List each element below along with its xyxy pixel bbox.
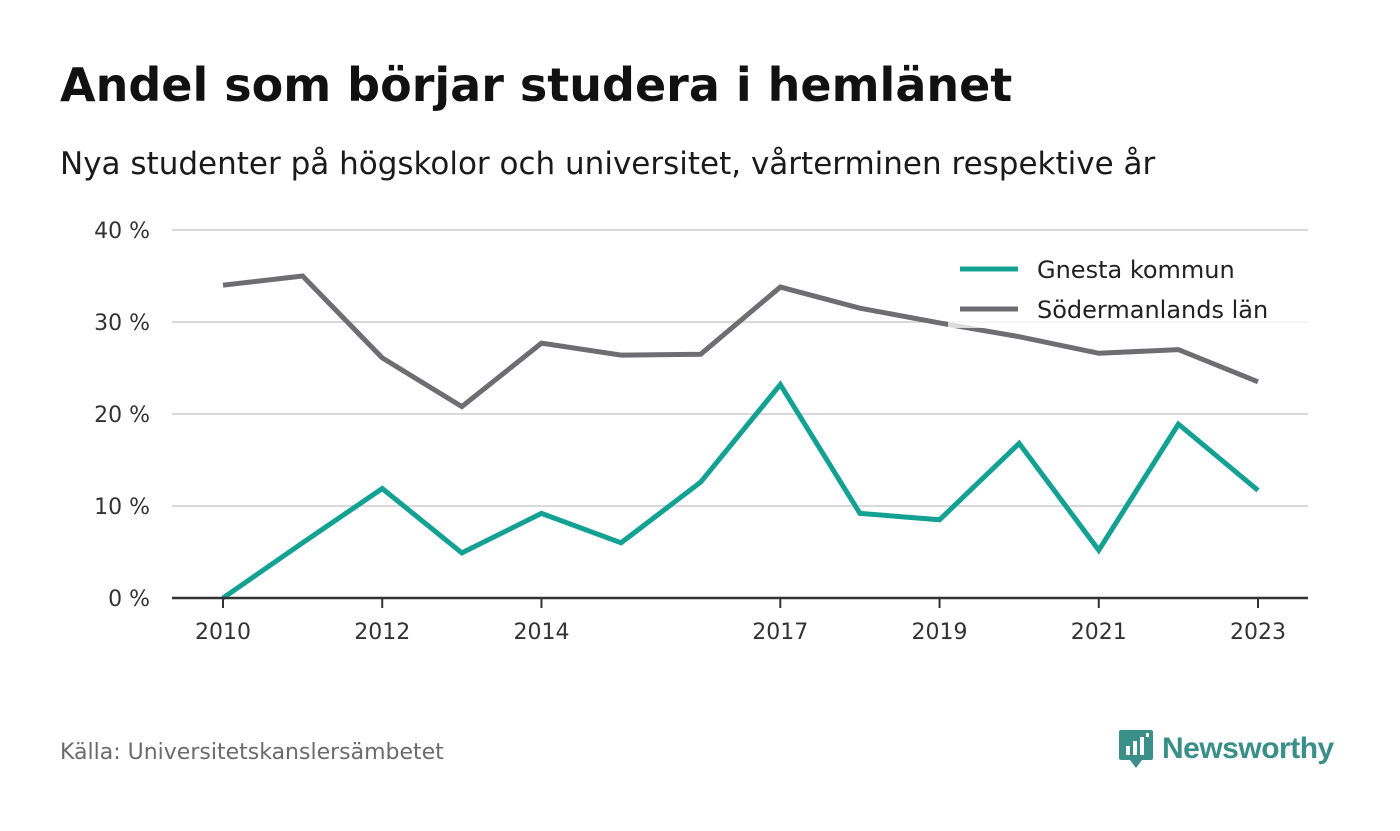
legend: Gnesta kommun Södermanlands län [948,246,1310,328]
series-line-sodermanland [222,273,1259,410]
chart-title: Andel som börjar studera i hemlänet [60,58,1013,112]
axes: 0 % 10 % 20 % 30 % 40 % 2010 2012 2014 2017 2019 2… [94,219,1308,645]
series-line-gnesta [221,380,1260,601]
x-tick-label: 2019 [912,620,968,645]
line-chart: Gnesta kommun Södermanlands län 0 % 10 % 20… [94,219,1310,645]
x-tick-label: 2012 [354,620,410,645]
series-lines [221,273,1260,601]
legend-label: Södermanlands län [1037,296,1268,324]
bar-chart-speech-bubble-icon [1119,730,1153,768]
brand-logo: Newsworthy [1118,728,1334,770]
source-note: Källa: Universitetskanslersämbetet [60,740,444,765]
x-tick-label: 2014 [513,620,569,645]
y-tick-label: 30 % [94,311,150,336]
legend-background [948,246,1310,328]
x-tick-label: 2021 [1071,620,1127,645]
brand-name: Newsworthy [1162,732,1334,765]
y-tick-label: 0 % [108,587,150,612]
x-tick-label: 2023 [1230,620,1286,645]
legend-label: Gnesta kommun [1037,256,1235,284]
x-tick-label: 2017 [752,620,808,645]
y-tick-label: 10 % [94,495,150,520]
y-tick-label: 20 % [94,403,150,428]
y-tick-label: 40 % [94,219,150,244]
chart-subtitle: Nya studenter på högskolor och universit… [60,146,1156,182]
x-tick-label: 2010 [195,620,251,645]
